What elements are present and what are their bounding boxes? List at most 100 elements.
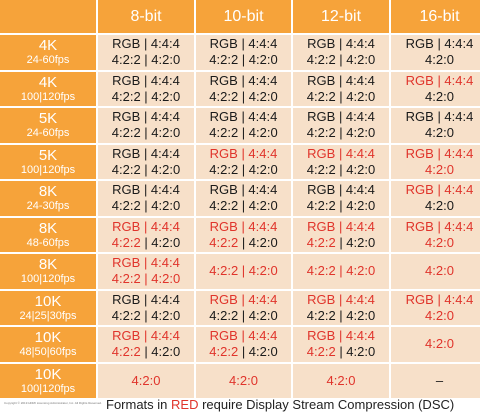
format-text: 4:2:0 [425,198,454,214]
format-cell: RGB | 4:4:4 4:2:2 | 4:2:0 [293,108,389,143]
format-text: RGB | 4:4:4 [307,182,375,198]
format-cell: RGB | 4:4:4 4:2:2 | 4:2:0 [98,108,194,143]
cell-line: RGB | 4:4:4 [210,292,278,308]
format-cell: RGB | 4:4:4 4:2:2 | 4:2:0 [98,327,194,362]
cell-line: 4:2:2 | 4:2:0 [112,198,180,214]
format-text: 4:2:2 | 4:2:0 [209,52,278,68]
cell-line: 4:2:0 [425,162,454,178]
format-cell: RGB | 4:4:4 4:2:2 | 4:2:0 [293,181,389,216]
format-text: RGB | 4:4:4 [405,291,474,307]
format-cell: RGB | 4:4:4 4:2:2 | 4:2:0 [196,290,291,325]
cell-line: 4:2:2 | 4:2:0 [307,235,375,251]
format-text: – [435,372,444,388]
column-header-16bit: 16-bit [391,0,480,33]
cell-line: RGB | 4:4:4 [112,109,180,125]
format-cell: RGB | 4:4:4 4:2:2 | 4:2:0 [98,254,194,289]
format-cell: RGB | 4:4:4 4:2:2 | 4:2:0 [196,327,291,362]
row-header: 8K 100|120fps [0,254,96,289]
cell-line: RGB | 4:4:4 [210,73,278,89]
cell-line: RGB | 4:4:4 [112,36,180,52]
format-text: 4:2:2 | 4:2:0 [111,307,181,323]
dsc-note-after: require Display Stream Compression (DSC) [198,397,455,412]
cell-line: RGB | 4:4:4 [210,36,278,52]
resolution-label: 5K [38,110,58,128]
format-text: 4:2:2 [111,234,141,250]
format-text: 4:2:2 [209,344,239,360]
format-support-table: 8-bit 10-bit 12-bit 16-bit 4K 24-60fps RGB… [0,0,480,398]
cell-line: RGB | 4:4:4 [210,182,278,198]
row-header: 8K 48-60fps [0,217,96,252]
format-cell: RGB | 4:4:4 4:2:0 [391,71,480,106]
resolution-label: 8K [38,219,58,237]
cell-line: 4:2:2 | 4:2:0 [209,263,277,279]
cell-line: 4:2:2 | 4:2:0 [112,308,180,324]
format-text: RGB | 4:4:4 [405,36,474,52]
row-header: 10K 48|50|60fps [0,327,96,362]
format-cell: 4:2:0 [98,363,194,398]
row-header: 10K 100|120fps [0,363,96,398]
cell-line: RGB | 4:4:4 [307,219,375,235]
cell-line: 4:2:2 | 4:2:0 [307,263,375,279]
format-text: 4:2:2 [209,234,239,250]
cell-line: 4:2:0 [229,373,258,389]
format-text: 4:2:2 | 4:2:0 [111,52,181,68]
format-cell: 4:2:0 [293,363,389,398]
cell-line: 4:2:2 | 4:2:0 [112,271,180,287]
format-cell: RGB | 4:4:4 4:2:2 | 4:2:0 [293,71,389,106]
framerate-label: 100|120fps [20,273,76,286]
format-text: 4:2:0 [425,161,454,177]
dsc-note-before: Formats in [106,397,172,412]
cell-line: RGB | 4:4:4 [406,292,474,308]
framerate-label: 48|50|60fps [19,346,77,359]
format-text: RGB | 4:4:4 [307,328,375,344]
format-text: RGB | 4:4:4 [209,291,278,307]
cell-line: – [436,373,443,389]
format-cell: RGB | 4:4:4 4:2:2 | 4:2:0 [98,181,194,216]
format-text: RGB | 4:4:4 [112,255,180,271]
format-text: RGB | 4:4:4 [307,72,375,88]
row-header: 10K 24|25|30fps [0,290,96,325]
dsc-note: Formats in RED require Display Stream Co… [106,397,454,412]
cell-line: 4:2:0 [425,263,454,279]
format-text: RGB | 4:4:4 [405,182,474,198]
cell-line: 4:2:2 | 4:2:0 [209,162,277,178]
format-text: RGB | 4:4:4 [112,36,180,52]
format-text: 4:2:2 | 4:2:0 [306,161,376,177]
resolution-label: 4K [38,37,58,55]
format-text: 4:2:2 | 4:2:0 [306,263,376,279]
cell-line: RGB | 4:4:4 [406,182,474,198]
format-cell: RGB | 4:4:4 4:2:2 | 4:2:0 [98,71,194,106]
resolution-label: 8K [38,183,58,201]
format-text: RGB | 4:4:4 [112,218,180,234]
format-cell: RGB | 4:4:4 4:2:2 | 4:2:0 [196,181,291,216]
format-text: 4:2:0 [229,372,258,388]
format-text: RGB | 4:4:4 [209,36,278,52]
format-text: RGB | 4:4:4 [405,218,474,234]
format-text: RGB | 4:4:4 [209,182,278,198]
format-text: RGB | 4:4:4 [209,328,278,344]
cell-line: 4:2:2 | 4:2:0 [307,125,375,141]
format-text: 4:2:2 | 4:2:0 [209,263,278,279]
format-cell: RGB | 4:4:4 4:2:2 | 4:2:0 [98,144,194,179]
resolution-label: 10K [34,365,62,383]
format-cell: – [391,363,480,398]
cell-line: 4:2:0 [425,198,454,214]
format-text: 4:2:2 | 4:2:0 [306,125,376,141]
cell-line: RGB | 4:4:4 [307,73,375,89]
format-text: RGB | 4:4:4 [405,145,474,161]
column-header-8bit: 8-bit [98,0,194,33]
format-text: | 4:2:0 [335,234,376,250]
cell-line: RGB | 4:4:4 [406,73,474,89]
cell-line: 4:2:2 | 4:2:0 [112,235,180,251]
format-text: 4:2:0 [425,336,454,352]
format-text: 4:2:0 [131,372,161,388]
format-text: 4:2:2 | 4:2:0 [306,52,376,68]
format-text: 4:2:2 | 4:2:0 [209,198,278,214]
format-text: RGB | 4:4:4 [307,291,375,307]
format-text: RGB | 4:4:4 [112,72,180,88]
format-cell: RGB | 4:4:4 4:2:2 | 4:2:0 [293,290,389,325]
format-text: RGB | 4:4:4 [307,145,375,161]
cell-line: RGB | 4:4:4 [406,219,474,235]
cell-line: 4:2:0 [425,125,454,141]
footer: Copyright © 2019 HDMI Licensing Administ… [0,396,480,414]
